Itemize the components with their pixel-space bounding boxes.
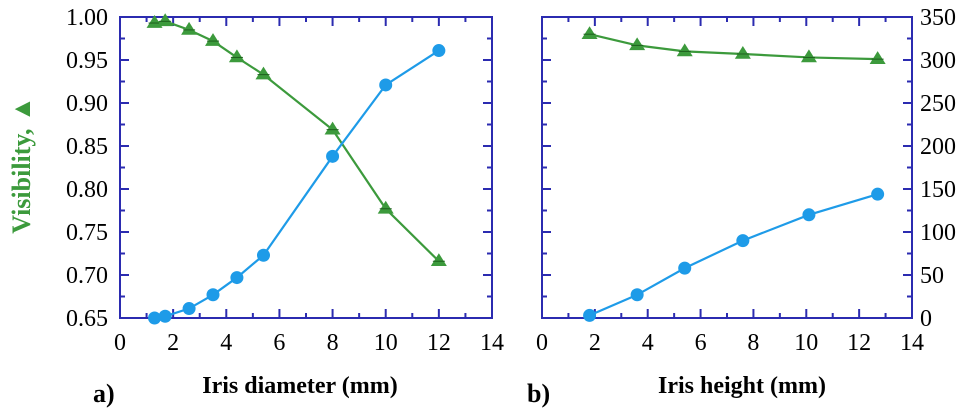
panel-b-label: b) (527, 379, 550, 408)
panel-b-series-lines (589, 33, 878, 317)
second-series-line (589, 193, 878, 317)
panel-b-markers (581, 26, 886, 322)
y2-tick-label: 250 (920, 91, 956, 117)
y-tick-label: 0.70 (66, 263, 108, 289)
second-series-point (256, 248, 270, 262)
second-series-point (206, 288, 220, 302)
x-tick-label: 4 (220, 330, 232, 356)
visibility-point (869, 51, 886, 64)
x-tick-label: 0 (114, 330, 126, 356)
y2-tick-label: 100 (920, 220, 956, 246)
x-tick-label: 10 (374, 330, 398, 356)
visibility-point (181, 21, 198, 35)
visibility-point (255, 66, 272, 80)
visibility-point (581, 26, 598, 39)
y-tick-label: 0.90 (66, 91, 108, 117)
x-tick-label: 8 (747, 330, 759, 356)
y2-tick-label: 350 (920, 5, 956, 31)
second-series-point (148, 311, 162, 325)
visibility-point (676, 43, 693, 57)
y2-tick-label: 150 (920, 177, 956, 203)
visibility-point (734, 45, 751, 59)
panel-a-frame (119, 16, 493, 319)
y-tick-label: 1.00 (66, 5, 108, 31)
x-tick-label: 2 (589, 330, 601, 356)
second-series-point (230, 271, 244, 285)
visibility-point (157, 13, 174, 27)
y-tick-label: 0.75 (66, 220, 108, 246)
x-tick-label: 8 (327, 330, 339, 356)
second-series-point (871, 187, 885, 201)
second-series-point (678, 261, 692, 275)
panel-a-series-lines (154, 20, 440, 320)
x-tick-label: 12 (847, 330, 871, 356)
second-series-point (326, 149, 340, 163)
panel-a-xlabel: Iris diameter (mm) (202, 373, 398, 399)
second-series-point (736, 234, 750, 248)
y-tick-label: 0.80 (66, 177, 108, 203)
x-tick-label: 4 (642, 330, 654, 356)
x-tick-label: 14 (480, 330, 504, 356)
x-tick-label: 12 (427, 330, 451, 356)
panel-b-xlabel: Iris height (mm) (658, 373, 826, 399)
visibility-point (228, 49, 245, 63)
second-series-point (379, 78, 393, 92)
panel-b-ticks (541, 16, 913, 319)
visibility-point (377, 200, 394, 214)
x-tick-label: 6 (695, 330, 707, 356)
y2-tick-label: 300 (920, 48, 956, 74)
second-series-point (158, 309, 172, 323)
panel-a: 0 2 4 6 8 10 12 14 0.65 0.70 0.75 0.80 0.85 0.90 0.95… (66, 5, 504, 408)
second-series-point (583, 308, 597, 322)
panel-b-y2-tick-labels: 0 50 100 150 200 250 300 350 (920, 5, 956, 332)
y-tick-label: 0.95 (66, 48, 108, 74)
y2-tick-label: 50 (920, 263, 944, 289)
y-tick-label: 0.65 (66, 306, 108, 332)
panel-a-x-tick-labels: 0 2 4 6 8 10 12 14 (114, 330, 504, 356)
visibility-series-line (589, 33, 878, 61)
visibility-point (324, 121, 341, 135)
panel-b-frame (541, 16, 913, 319)
second-series-point (182, 302, 196, 316)
x-tick-label: 6 (273, 330, 285, 356)
visibility-point (430, 253, 447, 267)
panel-b: 0 2 4 6 8 10 12 14 0 50 100 150 200 250 300 350 Iris h… (527, 5, 956, 408)
visibility-point (629, 37, 646, 51)
second-series-point (432, 44, 446, 58)
panel-a-label: a) (93, 379, 115, 408)
visibility-series-line (154, 20, 440, 263)
panel-b-x-tick-labels: 0 2 4 6 8 10 12 14 (536, 330, 924, 356)
x-tick-label: 14 (900, 330, 924, 356)
x-tick-label: 10 (794, 330, 818, 356)
y-tick-label: 0.85 (66, 134, 108, 160)
panel-a-ticks (119, 16, 493, 319)
second-series-line (154, 49, 440, 320)
x-tick-label: 2 (167, 330, 179, 356)
second-series-point (802, 208, 816, 222)
panel-a-markers (146, 13, 447, 325)
visibility-point (205, 33, 221, 46)
second-series-point (630, 288, 644, 302)
y2-tick-label: 200 (920, 134, 956, 160)
x-tick-label: 0 (536, 330, 548, 356)
panel-a-y-tick-labels: 0.65 0.70 0.75 0.80 0.85 0.90 0.95 1.00 (66, 5, 108, 332)
visibility-point (800, 49, 817, 63)
ylabel-left: Visibility, ▲ (7, 96, 36, 233)
y2-tick-label: 0 (920, 306, 932, 332)
